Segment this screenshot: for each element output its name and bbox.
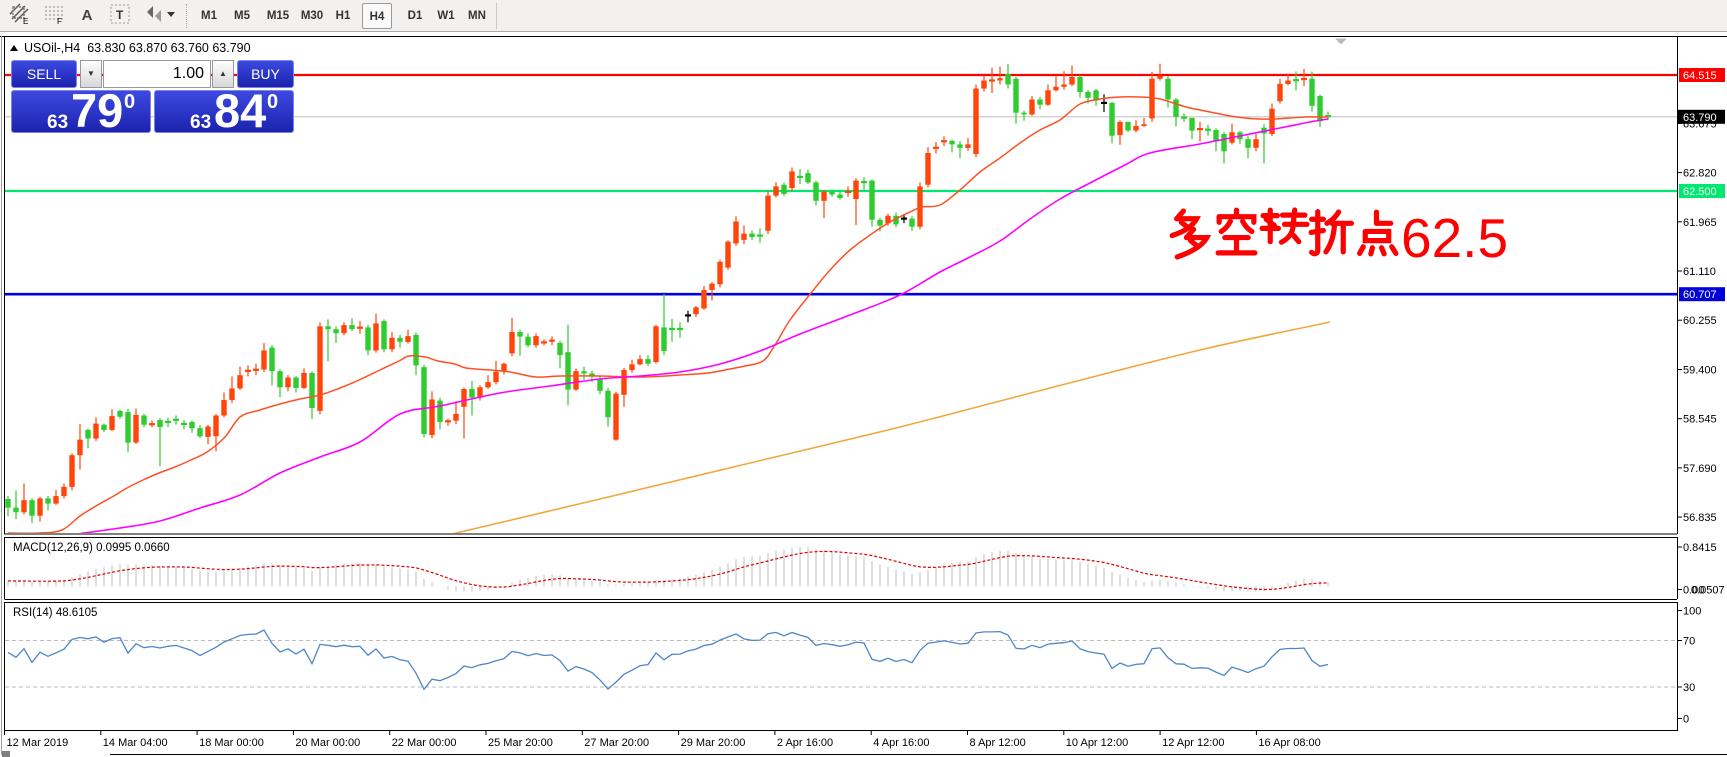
svg-text:57.690: 57.690 bbox=[1683, 463, 1717, 475]
svg-text:T: T bbox=[116, 8, 124, 22]
svg-text:27 Mar 20:00: 27 Mar 20:00 bbox=[584, 737, 649, 749]
svg-text:30: 30 bbox=[1683, 682, 1695, 694]
svg-text:18 Mar 00:00: 18 Mar 00:00 bbox=[199, 737, 264, 749]
svg-text:22 Mar 00:00: 22 Mar 00:00 bbox=[392, 737, 457, 749]
svg-text:RSI(14) 48.6105: RSI(14) 48.6105 bbox=[13, 607, 97, 619]
svg-text:58.545: 58.545 bbox=[1683, 414, 1717, 426]
svg-text:70: 70 bbox=[1683, 636, 1695, 648]
svg-text:63.675: 63.675 bbox=[1683, 118, 1717, 130]
svg-text:56.835: 56.835 bbox=[1683, 512, 1717, 524]
svg-text:64.515: 64.515 bbox=[1683, 70, 1717, 82]
svg-text:60.707: 60.707 bbox=[1683, 289, 1717, 301]
svg-text:12 Apr 12:00: 12 Apr 12:00 bbox=[1162, 737, 1224, 749]
svg-text:2 Apr 16:00: 2 Apr 16:00 bbox=[777, 737, 833, 749]
svg-text:60.255: 60.255 bbox=[1683, 315, 1717, 327]
svg-text:63.790: 63.790 bbox=[1683, 112, 1717, 124]
svg-text:100: 100 bbox=[1683, 606, 1701, 618]
svg-text:12 Mar 2019: 12 Mar 2019 bbox=[7, 737, 69, 749]
svg-text:62.5: 62.5 bbox=[1401, 207, 1508, 269]
svg-text:61.110: 61.110 bbox=[1683, 266, 1716, 278]
svg-text:14 Mar 04:00: 14 Mar 04:00 bbox=[103, 737, 168, 749]
svg-text:62.820: 62.820 bbox=[1683, 168, 1717, 180]
svg-text:62.500: 62.500 bbox=[1683, 186, 1717, 198]
svg-text:MACD(12,26,9) 0.0995 0.0660: MACD(12,26,9) 0.0995 0.0660 bbox=[13, 542, 170, 554]
svg-text:0: 0 bbox=[1683, 714, 1689, 726]
svg-text:29 Mar 20:00: 29 Mar 20:00 bbox=[681, 737, 746, 749]
svg-text:10 Apr 12:00: 10 Apr 12:00 bbox=[1066, 737, 1128, 749]
svg-text:0.00: 0.00 bbox=[1683, 585, 1704, 597]
svg-text:4 Apr 16:00: 4 Apr 16:00 bbox=[873, 737, 929, 749]
svg-text:59.400: 59.400 bbox=[1683, 365, 1717, 377]
svg-text:20 Mar 00:00: 20 Mar 00:00 bbox=[295, 737, 360, 749]
svg-text:F: F bbox=[57, 17, 62, 25]
svg-text:61.965: 61.965 bbox=[1683, 217, 1717, 229]
svg-text:25 Mar 20:00: 25 Mar 20:00 bbox=[488, 737, 553, 749]
svg-text:16 Apr 08:00: 16 Apr 08:00 bbox=[1258, 737, 1320, 749]
svg-text:8 Apr 12:00: 8 Apr 12:00 bbox=[970, 737, 1026, 749]
svg-text:0.8415: 0.8415 bbox=[1683, 542, 1717, 554]
svg-text:0.0507: 0.0507 bbox=[1691, 585, 1725, 597]
svg-text:E: E bbox=[23, 17, 28, 25]
svg-text:USOil-,H4 63.830 63.870 63.76: USOil-,H4 63.830 63.870 63.760 63.790 bbox=[24, 41, 251, 55]
